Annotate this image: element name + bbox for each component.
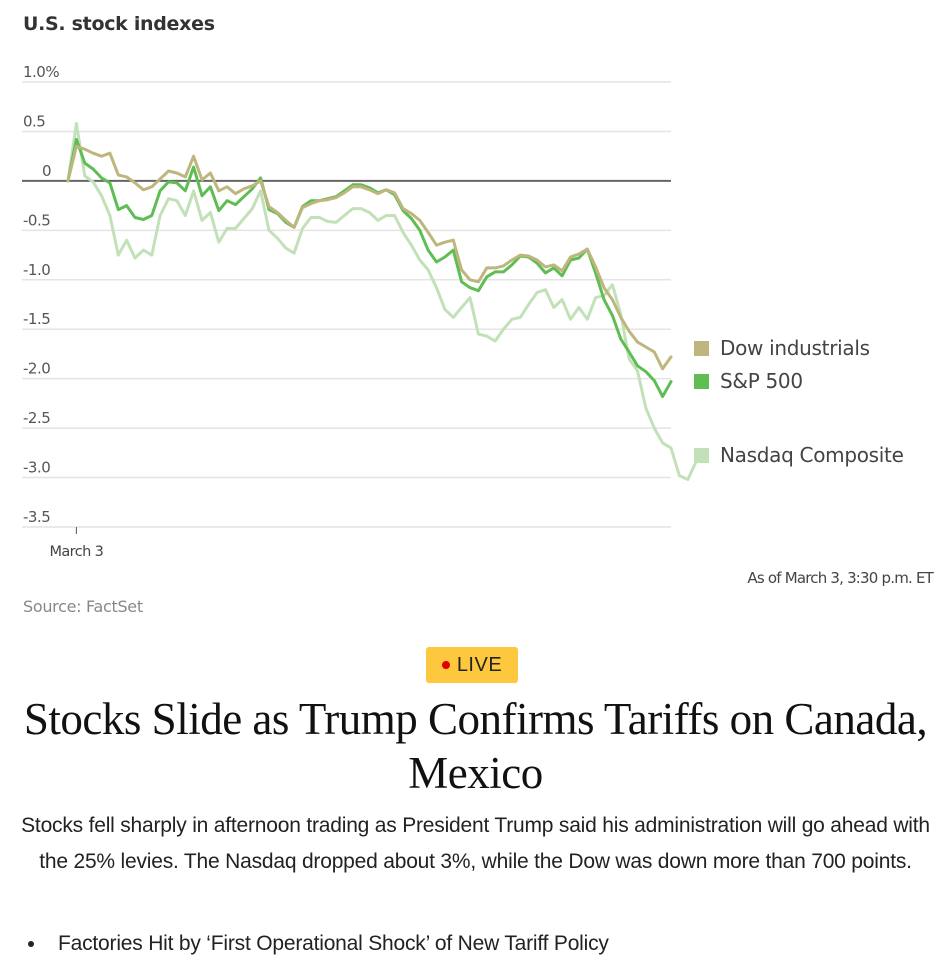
y-tick-label: -1.0 xyxy=(23,261,50,279)
legend-label-nasdaq: Nasdaq Composite xyxy=(720,443,904,467)
series-line-nasdaq xyxy=(66,122,698,481)
y-tick-label: -1.5 xyxy=(23,310,50,328)
y-tick-label: 0.5 xyxy=(23,112,45,130)
legend-item-dow: Dow industrials xyxy=(694,336,870,360)
y-tick-label: 0 xyxy=(42,162,51,180)
bullet-icon xyxy=(28,941,34,947)
live-label: LIVE xyxy=(456,653,503,676)
legend-item-nasdaq: Nasdaq Composite xyxy=(694,443,904,467)
article-dek: Stocks fell sharply in afternoon trading… xyxy=(21,814,930,873)
y-tick-label: -2.5 xyxy=(23,409,50,427)
legend-label-dow: Dow industrials xyxy=(720,336,870,360)
y-tick-label: -2.0 xyxy=(23,360,50,378)
chart-source: Source: FactSet xyxy=(23,597,143,616)
live-badge[interactable]: LIVE xyxy=(426,647,518,683)
y-tick-label: -0.5 xyxy=(23,211,50,229)
related-article-item: Factories Hit by ‘First Operational Shoc… xyxy=(28,932,609,956)
related-article-link[interactable]: Factories Hit by ‘First Operational Shoc… xyxy=(58,932,609,955)
x-axis: March 3 xyxy=(49,527,104,560)
series-lines xyxy=(66,122,698,481)
y-tick-label: 1.0% xyxy=(23,63,59,81)
series-line-dow xyxy=(66,144,673,371)
series-line-sp500 xyxy=(66,137,673,398)
as-of-timestamp: As of March 3, 3:30 p.m. ET xyxy=(747,569,933,587)
y-axis-ticks: 1.0% 0.5 0 -0.5 -1.0 -1.5 -2.0 -2.5 -3.0 -3.5 xyxy=(23,63,60,526)
x-tick-label: March 3 xyxy=(49,544,103,560)
live-dot-icon xyxy=(441,661,450,669)
y-tick-label: -3.5 xyxy=(23,508,50,526)
stock-index-chart: 1.0% 0.5 0 -0.5 -1.0 -1.5 -2.0 -2.5 -3.0 -3.5 Mar… xyxy=(22,63,698,560)
legend-label-sp500: S&P 500 xyxy=(720,369,803,393)
y-tick-label: -3.0 xyxy=(23,459,50,477)
legend-swatch-dow xyxy=(694,340,709,356)
legend-item-sp500: S&P 500 xyxy=(694,369,803,393)
article-headline[interactable]: Stocks Slide as Trump Confirms Tariffs o… xyxy=(23,694,928,798)
chart-title: U.S. stock indexes xyxy=(23,13,215,35)
legend-swatch-nasdaq xyxy=(694,447,709,463)
legend-swatch-sp500 xyxy=(694,373,709,389)
gridlines xyxy=(22,81,671,528)
